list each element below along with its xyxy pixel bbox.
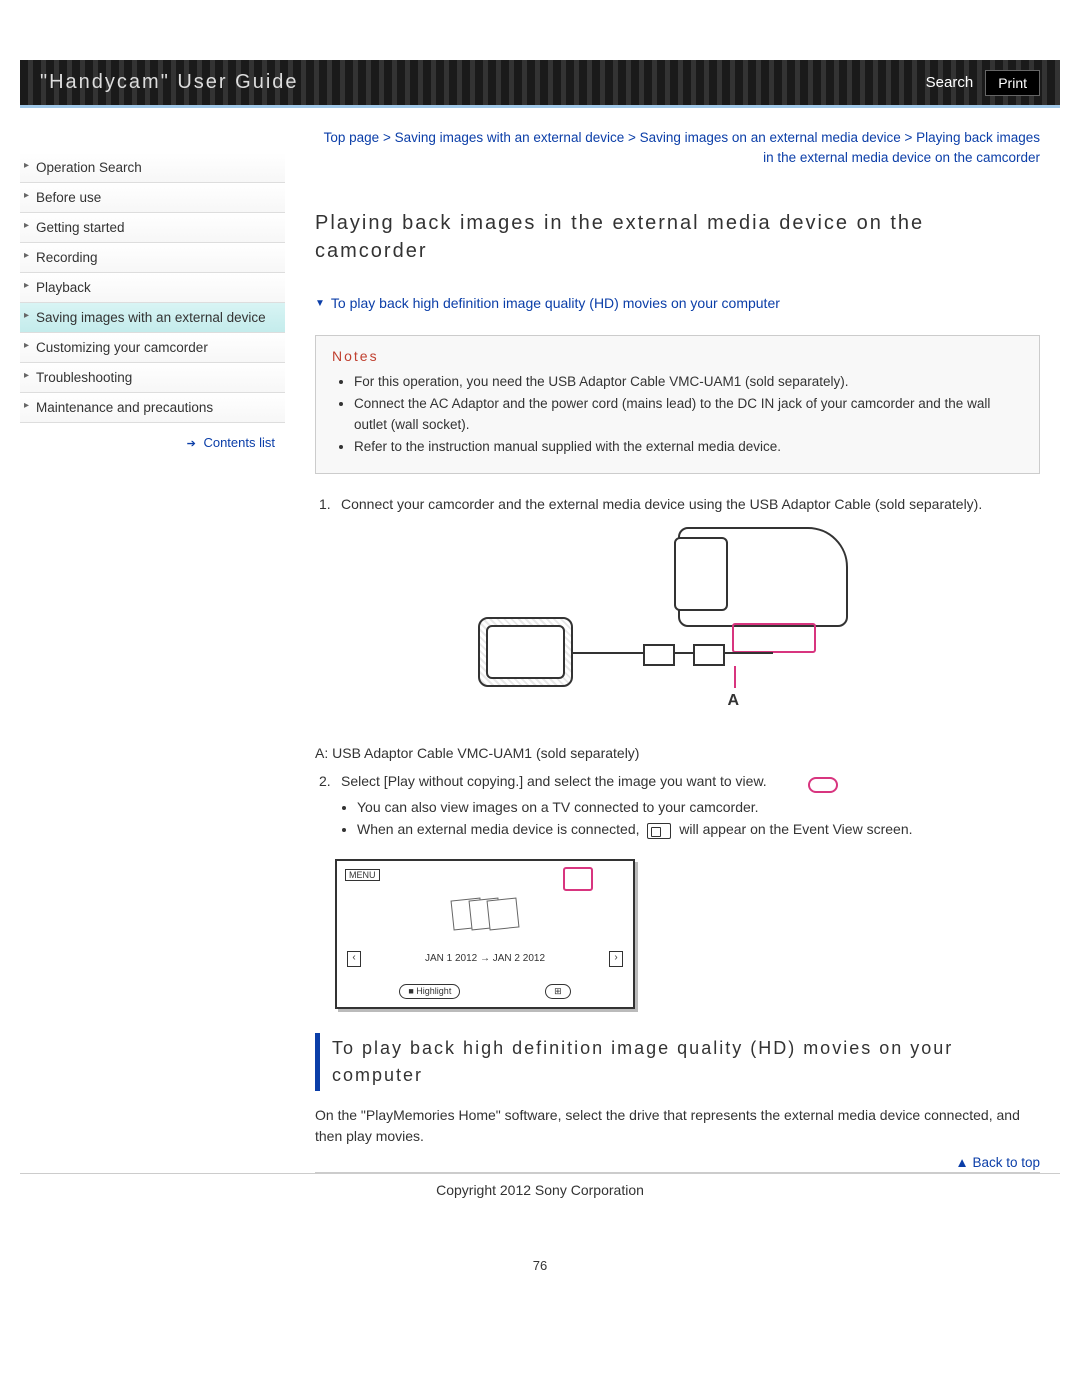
diagram-label-a: A xyxy=(728,692,740,710)
sidebar-item[interactable]: Before use xyxy=(20,183,285,213)
event-view-screen: MENU ‹ › JAN 1 2012 → JAN 2 2012 ■ Highl… xyxy=(335,859,635,1009)
sidebar-item[interactable]: Maintenance and precautions xyxy=(20,393,285,423)
step-text: Connect your camcorder and the external … xyxy=(341,494,1040,515)
contents-list-link[interactable]: ➔ Contents list xyxy=(20,423,285,450)
breadcrumb-part[interactable]: Top page xyxy=(324,130,380,145)
notes-box: Notes For this operation, you need the U… xyxy=(315,335,1040,474)
camcorder-icon xyxy=(678,527,848,627)
screen-dates: JAN 1 2012 → JAN 2 2012 xyxy=(337,953,633,964)
divider xyxy=(20,1173,1060,1174)
substep: You can also view images on a TV connect… xyxy=(357,796,1040,818)
diagram-caption: A: USB Adaptor Cable VMC-UAM1 (sold sepa… xyxy=(315,745,1040,761)
note-item: Connect the AC Adaptor and the power cor… xyxy=(354,394,1023,435)
screen-menu-button: MENU xyxy=(345,869,380,881)
step-1: 1. Connect your camcorder and the extern… xyxy=(319,494,1040,515)
back-to-top-label[interactable]: Back to top xyxy=(972,1155,1040,1170)
grid-button: ⊞ xyxy=(545,984,571,999)
search-link[interactable]: Search xyxy=(926,74,974,91)
external-media-highlight-icon xyxy=(563,867,593,891)
copyright: Copyright 2012 Sony Corporation xyxy=(0,1182,1080,1198)
step-2: 2. Select [Play without copying.] and se… xyxy=(319,771,1040,792)
breadcrumb: Top page > Saving images with an externa… xyxy=(315,128,1040,169)
sidebar: Operation SearchBefore useGetting starte… xyxy=(20,118,285,1173)
highlight-button: ■ Highlight xyxy=(399,984,460,999)
triangle-up-icon: ▲ xyxy=(955,1155,968,1170)
cable-icon xyxy=(573,652,773,654)
header-actions: Search Print xyxy=(926,70,1040,96)
section-heading: To play back high definition image quali… xyxy=(315,1033,1040,1091)
main-content: Top page > Saving images with an externa… xyxy=(285,118,1060,1173)
header-bar: "Handycam" User Guide Search Print xyxy=(20,60,1060,108)
sidebar-item[interactable]: Saving images with an external device xyxy=(20,303,285,333)
thumbnails-icon xyxy=(458,899,512,932)
sidebar-item[interactable]: Playback xyxy=(20,273,285,303)
substep: When an external media device is connect… xyxy=(357,818,1040,840)
sidebar-item[interactable]: Troubleshooting xyxy=(20,363,285,393)
contents-list-label[interactable]: Contents list xyxy=(203,435,275,450)
step-number: 2. xyxy=(319,771,341,792)
section-body: On the "PlayMemories Home" software, sel… xyxy=(315,1105,1040,1147)
breadcrumb-part[interactable]: Saving images with an external device xyxy=(395,130,625,145)
note-item: Refer to the instruction manual supplied… xyxy=(354,437,1023,457)
breadcrumb-part[interactable]: Saving images on an external media devic… xyxy=(640,130,901,145)
page-title: Playing back images in the external medi… xyxy=(315,209,1040,265)
back-to-top[interactable]: ▲ Back to top xyxy=(315,1155,1040,1173)
page-number: 76 xyxy=(0,1258,1080,1273)
note-item: For this operation, you need the USB Ada… xyxy=(354,372,1023,392)
usb-port-icon xyxy=(808,777,838,793)
external-media-icon xyxy=(647,823,671,839)
sidebar-item[interactable]: Operation Search xyxy=(20,153,285,183)
triangle-down-icon: ▼ xyxy=(315,298,325,309)
header-title: "Handycam" User Guide xyxy=(40,71,299,94)
jump-link-label: To play back high definition image quali… xyxy=(331,295,780,311)
arrow-right-icon: ➔ xyxy=(187,438,196,450)
notes-title: Notes xyxy=(332,348,1023,364)
external-drive-icon xyxy=(478,617,573,687)
step-number: 1. xyxy=(319,494,341,515)
sidebar-item[interactable]: Recording xyxy=(20,243,285,273)
jump-link[interactable]: ▼ To play back high definition image qua… xyxy=(315,295,780,311)
connection-diagram: A xyxy=(468,527,888,737)
sidebar-item[interactable]: Customizing your camcorder xyxy=(20,333,285,363)
sidebar-item[interactable]: Getting started xyxy=(20,213,285,243)
step-text: Select [Play without copying.] and selec… xyxy=(341,771,1040,792)
print-button[interactable]: Print xyxy=(985,70,1040,96)
